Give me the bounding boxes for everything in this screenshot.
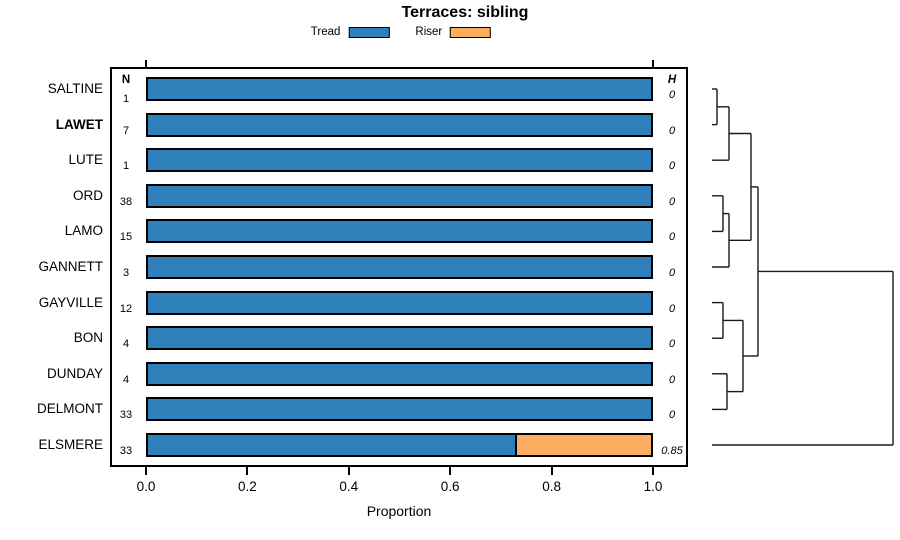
n-column-header: N: [121, 74, 131, 86]
h-value: 0: [668, 409, 676, 422]
legend-item-riser: Riser: [415, 26, 492, 38]
category-label: LAMO: [64, 223, 103, 239]
x-tick-label: 0.2: [238, 479, 257, 494]
category-label: ORD: [73, 187, 103, 203]
bar-saltine: [146, 77, 653, 101]
category-label: GANNETT: [38, 259, 103, 274]
category-label: LUTE: [68, 152, 103, 168]
h-value: 0: [668, 160, 676, 173]
category-label: LAWET: [55, 116, 103, 132]
bar-segment-tread: [148, 150, 651, 171]
legend-swatch-tread: [348, 26, 390, 38]
x-axis-tick: [347, 467, 350, 475]
n-value: 12: [119, 302, 133, 315]
bar-ord: [146, 183, 653, 208]
top-axis-tick: [652, 60, 654, 67]
x-axis-tick: [652, 467, 654, 475]
x-tick-label: 0.6: [440, 479, 460, 494]
bar-segment-tread: [148, 79, 651, 99]
h-value: 0: [668, 267, 676, 279]
bar-segment-tread: [148, 363, 651, 384]
legend-swatch-riser: [450, 26, 492, 38]
legend: Tread Riser: [311, 26, 492, 38]
h-value: 0: [668, 89, 676, 101]
bar-segment-tread: [148, 399, 651, 420]
bar-lamo: [146, 219, 653, 244]
bar-delmont: [146, 397, 653, 422]
bar-segment-tread: [148, 292, 651, 313]
top-axis-tick: [145, 60, 147, 67]
n-value: 4: [122, 373, 130, 386]
h-value: 0: [668, 338, 676, 351]
x-tick-label: 0.4: [339, 479, 359, 494]
x-axis-tick: [145, 467, 147, 475]
category-label: BON: [73, 330, 103, 346]
bar-elsmere: [146, 433, 653, 457]
bar-segment-riser: [515, 435, 651, 455]
bar-segment-tread: [148, 114, 651, 135]
bar-dunday: [146, 361, 653, 386]
n-value: 33: [119, 409, 133, 422]
x-tick-label: 1.0: [643, 479, 663, 494]
bar-segment-tread: [148, 185, 651, 206]
bar-segment-tread: [148, 435, 516, 455]
h-value: 0: [668, 373, 676, 386]
legend-item-tread: Tread: [311, 26, 390, 38]
bar-segment-tread: [148, 328, 651, 349]
n-value: 7: [122, 124, 130, 137]
n-value: 3: [122, 267, 130, 279]
n-value: 4: [122, 338, 130, 351]
bar-gayville: [146, 290, 653, 315]
h-column-header: H: [667, 74, 677, 86]
category-label: SALTINE: [47, 81, 103, 96]
h-value: 0: [668, 124, 676, 137]
bar-segment-tread: [148, 257, 651, 277]
x-axis-tick: [246, 467, 249, 475]
bar-gannett: [146, 255, 653, 279]
x-tick-label: 0.8: [542, 479, 561, 494]
h-value: 0: [668, 195, 676, 208]
category-label: DELMONT: [36, 401, 103, 417]
h-value: 0: [668, 231, 676, 244]
bar-segment-tread: [148, 221, 651, 242]
n-value: 1: [122, 93, 130, 105]
h-value: 0: [668, 302, 676, 315]
x-axis-label: Proportion: [366, 503, 432, 519]
category-label: ELSMERE: [38, 437, 103, 452]
legend-label-tread: Tread: [310, 26, 341, 38]
n-value: 15: [119, 231, 133, 244]
x-axis-tick: [550, 467, 553, 475]
x-axis-tick: [449, 467, 452, 475]
bar-lute: [146, 148, 653, 173]
category-label: DUNDAY: [46, 365, 103, 381]
x-tick-label: 0.0: [136, 479, 156, 494]
n-value: 33: [119, 445, 133, 457]
n-value: 1: [122, 160, 130, 173]
plot-panel: [110, 67, 688, 467]
category-label: GAYVILLE: [38, 294, 103, 310]
bar-bon: [146, 326, 653, 351]
n-value: 38: [119, 195, 133, 208]
legend-label-riser: Riser: [415, 26, 443, 38]
h-value: 0.85: [661, 445, 683, 457]
chart-title: Terraces: sibling: [401, 4, 529, 21]
bar-lawet: [146, 112, 653, 137]
